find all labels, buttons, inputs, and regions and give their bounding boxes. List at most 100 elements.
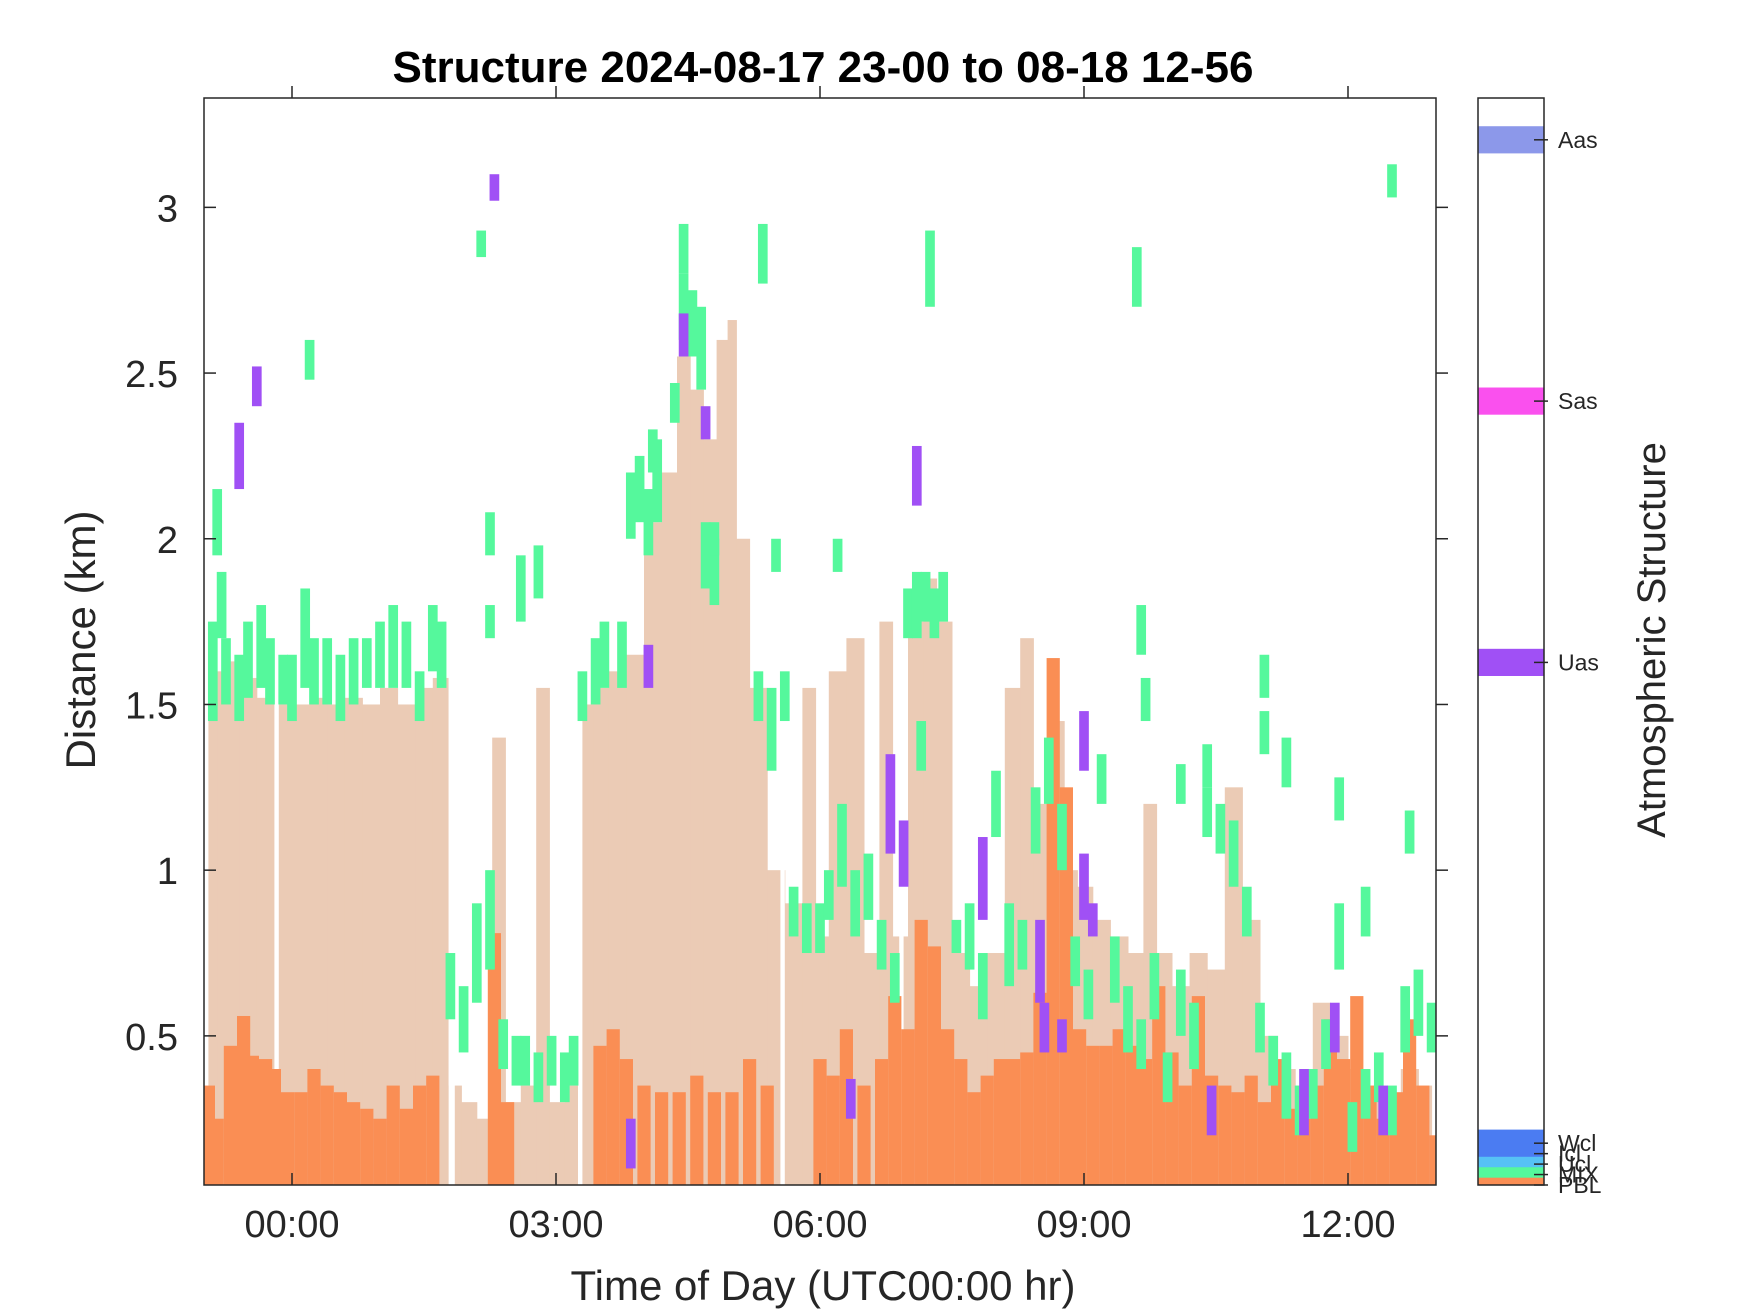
ucl-cell: [300, 588, 311, 688]
colorbar-label-wcl: Wcl: [1558, 1130, 1596, 1156]
pbl-column: [677, 356, 691, 1185]
mix-column: [655, 1092, 669, 1185]
ucl-cell: [696, 306, 707, 390]
plot-area: 00:00 03:00 06:00 09:00 12:00 0.5 1 1.5 2 2.5 3: [125, 86, 1448, 1246]
pbl-column: [461, 1102, 478, 1185]
mix-column: [875, 1059, 889, 1185]
ucl-cell: [1360, 1069, 1371, 1119]
ucl-cell: [414, 671, 425, 722]
ucl-cell: [1136, 1019, 1147, 1070]
pbl-column: [309, 697, 328, 1185]
pbl-column: [344, 697, 363, 1185]
y-tick-label: 1.5: [125, 685, 178, 727]
ucl-cell: [964, 903, 975, 970]
ucl-cell: [977, 953, 988, 1020]
x-tick-label: 09:00: [1036, 1204, 1131, 1246]
pbl-column: [690, 389, 704, 1185]
mix-column: [307, 1069, 321, 1185]
ucl-cell: [823, 870, 834, 920]
pbl-column: [661, 472, 678, 1185]
uas-cell: [643, 644, 654, 688]
ucl-cell: [757, 223, 768, 284]
mix-column: [1271, 1059, 1285, 1185]
mix-column: [813, 1059, 827, 1185]
mix-column: [1086, 1045, 1100, 1185]
mix-column: [941, 1029, 955, 1185]
mix-column: [1231, 1092, 1245, 1185]
mix-column: [914, 919, 928, 1185]
colorbar-swatch-sas: [1478, 387, 1544, 415]
mix-column: [1139, 1059, 1153, 1185]
mix-column: [294, 1092, 308, 1185]
ucl-cell: [1175, 764, 1186, 804]
pbl-column: [415, 687, 434, 1185]
ucl-layer: [207, 164, 1436, 1152]
ucl-cell: [766, 687, 777, 771]
ucl-cell: [815, 903, 825, 954]
ucl-cell: [1215, 803, 1226, 854]
ucl-cell: [207, 621, 218, 722]
ucl-cell: [771, 538, 781, 572]
ucl-cell: [546, 1035, 557, 1086]
pbl-column: [784, 903, 803, 1185]
data-gap: [578, 98, 583, 1185]
ucl-cell: [599, 621, 610, 688]
ucl-cell: [375, 621, 385, 688]
mix-column: [967, 1092, 981, 1185]
mix-column: [360, 1108, 374, 1185]
ucl-cell: [1004, 903, 1015, 987]
uas-cell: [234, 422, 245, 490]
pbl-column: [727, 320, 737, 1185]
ucl-cell: [1162, 1052, 1173, 1103]
uas-layer: [234, 174, 1389, 1169]
ucl-cell: [1123, 986, 1133, 1053]
mix-column: [1046, 658, 1060, 1185]
ucl-cell: [388, 605, 399, 688]
pbl-column: [432, 677, 449, 1185]
ucl-cell: [788, 886, 799, 937]
ucl-cell: [850, 870, 861, 937]
pbl-column: [549, 1102, 566, 1185]
ucl-cell: [1321, 1019, 1331, 1070]
mix-column: [1112, 1029, 1126, 1185]
ucl-cell: [1030, 787, 1041, 854]
mix-column: [826, 1075, 840, 1185]
ucl-cell: [911, 571, 922, 639]
x-tick-label: 00:00: [244, 1204, 339, 1246]
mix-column: [1284, 1108, 1298, 1185]
mix-column: [743, 1059, 757, 1185]
pbl-column: [580, 704, 594, 1185]
mix-column: [413, 1085, 427, 1185]
colorbar-label-aas: Aas: [1558, 127, 1598, 153]
ucl-cell: [625, 472, 636, 539]
pbl-column: [716, 339, 729, 1185]
colorbar-blocks: [1478, 126, 1544, 1185]
ucl-cell: [938, 571, 949, 622]
ucl-cell: [1202, 787, 1213, 838]
mix-column: [888, 996, 902, 1185]
colorbar-label: Atmospheric Structure: [1630, 442, 1674, 838]
ucl-cell: [669, 383, 680, 423]
mix-column: [333, 1092, 347, 1185]
ucl-cell: [1057, 803, 1067, 871]
uas-cell: [898, 820, 909, 887]
ucl-cell: [304, 339, 315, 380]
ucl-cell: [322, 638, 333, 705]
ucl-cell: [925, 230, 935, 307]
ucl-cell: [1373, 1052, 1384, 1103]
data-gap: [780, 98, 785, 1185]
mix-column: [320, 1085, 334, 1185]
mix-column: [1125, 1045, 1139, 1185]
ucl-cell: [1387, 164, 1397, 198]
ucl-cell: [1136, 605, 1147, 655]
mix-column: [399, 1108, 413, 1185]
ucl-cell: [779, 671, 790, 722]
ucl-cell: [471, 903, 482, 1003]
y-tick-label: 2.5: [125, 354, 178, 396]
ucl-cell: [1413, 969, 1424, 1036]
ucl-cell: [991, 770, 1001, 838]
pbl-column: [564, 1085, 581, 1185]
pbl-column: [362, 704, 381, 1185]
